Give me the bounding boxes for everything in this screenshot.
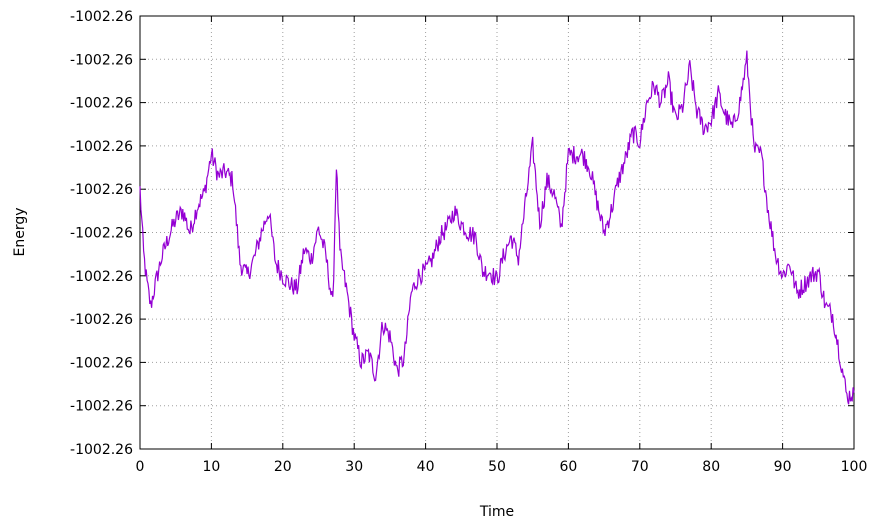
x-tick-label: 0 <box>136 459 145 475</box>
y-tick-label: -1002.26 <box>70 52 133 68</box>
y-axis-title: Energy <box>12 207 28 256</box>
x-tick-label: 10 <box>202 459 220 475</box>
y-tick-label: -1002.26 <box>70 355 133 371</box>
x-tick-label: 70 <box>631 459 649 475</box>
x-tick-label: 100 <box>841 459 868 475</box>
axis-ticks <box>139 15 855 450</box>
y-tick-labels: -1002.26 -1002.26 -1002.26 -1002.26 -1002.26… <box>70 9 133 458</box>
x-tick-labels: 0 10 20 30 40 50 60 70 80 90 100 <box>136 459 868 475</box>
energy-series-line <box>139 50 855 405</box>
x-tick-label: 60 <box>559 459 577 475</box>
y-tick-label: -1002.26 <box>70 9 133 25</box>
x-axis-title: Time <box>479 504 514 520</box>
x-tick-label: 30 <box>345 459 363 475</box>
y-tick-label: -1002.26 <box>70 182 133 198</box>
y-tick-label: -1002.26 <box>70 442 133 458</box>
x-tick-label: 80 <box>702 459 720 475</box>
grid-lines <box>140 16 854 449</box>
y-tick-label: -1002.26 <box>70 312 133 328</box>
y-tick-label: -1002.26 <box>70 399 133 415</box>
x-tick-label: 90 <box>774 459 792 475</box>
y-tick-label: -1002.26 <box>70 269 133 285</box>
y-tick-label: -1002.26 <box>70 96 133 112</box>
x-tick-label: 20 <box>274 459 292 475</box>
y-tick-label: -1002.26 <box>70 226 133 242</box>
y-tick-label: -1002.26 <box>70 139 133 155</box>
x-tick-label: 40 <box>417 459 435 475</box>
x-tick-label: 50 <box>488 459 506 475</box>
